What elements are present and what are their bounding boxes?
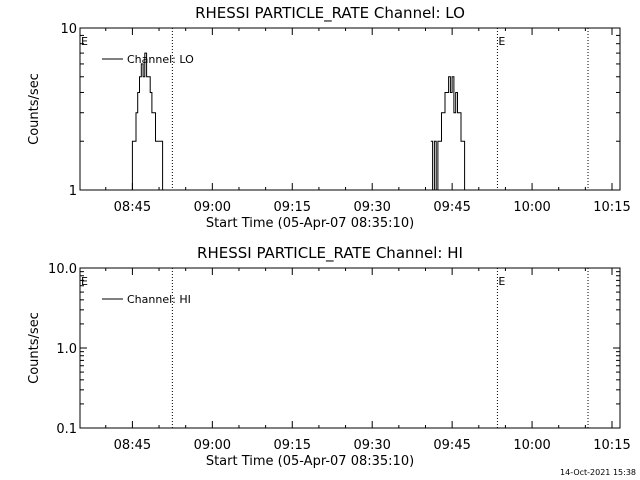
y-axis-label: Counts/sec bbox=[27, 73, 42, 145]
y-tick-label: 0.1 bbox=[56, 422, 77, 437]
series-line bbox=[129, 52, 467, 191]
x-axis-label: Start Time (05-Apr-07 08:35:10) bbox=[206, 216, 414, 231]
y-tick-label: 10.0 bbox=[48, 262, 77, 277]
x-tick-label: 10:15 bbox=[593, 438, 630, 453]
plot-frame bbox=[79, 27, 621, 191]
y-tick-label: 10 bbox=[60, 22, 77, 37]
x-tick-label: 09:15 bbox=[274, 200, 311, 215]
x-tick-label: 09:45 bbox=[433, 200, 470, 215]
x-axis-label: Start Time (05-Apr-07 08:35:10) bbox=[206, 454, 414, 469]
y-axis-label: Counts/sec bbox=[27, 312, 42, 384]
x-tick-label: 09:00 bbox=[194, 200, 231, 215]
event-marker-label: E bbox=[81, 275, 88, 288]
x-tick-label: 09:45 bbox=[433, 438, 470, 453]
legend-label: Channel: HI bbox=[127, 293, 191, 306]
x-tick-label: 09:30 bbox=[353, 438, 390, 453]
plot-frame bbox=[79, 267, 621, 429]
x-tick-label: 10:00 bbox=[513, 200, 550, 215]
legend-label: Channel: LO bbox=[127, 53, 194, 66]
event-marker-label: E bbox=[498, 35, 505, 48]
y-tick-label: 1.0 bbox=[56, 342, 77, 357]
y-tick-label: 1 bbox=[69, 184, 77, 199]
x-tick-label: 08:45 bbox=[114, 200, 151, 215]
footer-timestamp: 14-Oct-2021 15:38 bbox=[560, 468, 636, 477]
x-tick-label: 09:00 bbox=[194, 438, 231, 453]
x-tick-label: 10:00 bbox=[513, 438, 550, 453]
x-tick-label: 10:15 bbox=[593, 200, 630, 215]
chart-title: RHESSI PARTICLE_RATE Channel: HI bbox=[197, 244, 463, 263]
chart-title: RHESSI PARTICLE_RATE Channel: LO bbox=[195, 4, 465, 23]
x-tick-label: 08:45 bbox=[114, 438, 151, 453]
event-marker-label: E bbox=[498, 275, 505, 288]
event-marker-label: E bbox=[81, 35, 88, 48]
x-tick-label: 09:30 bbox=[353, 200, 390, 215]
x-tick-label: 09:15 bbox=[274, 438, 311, 453]
